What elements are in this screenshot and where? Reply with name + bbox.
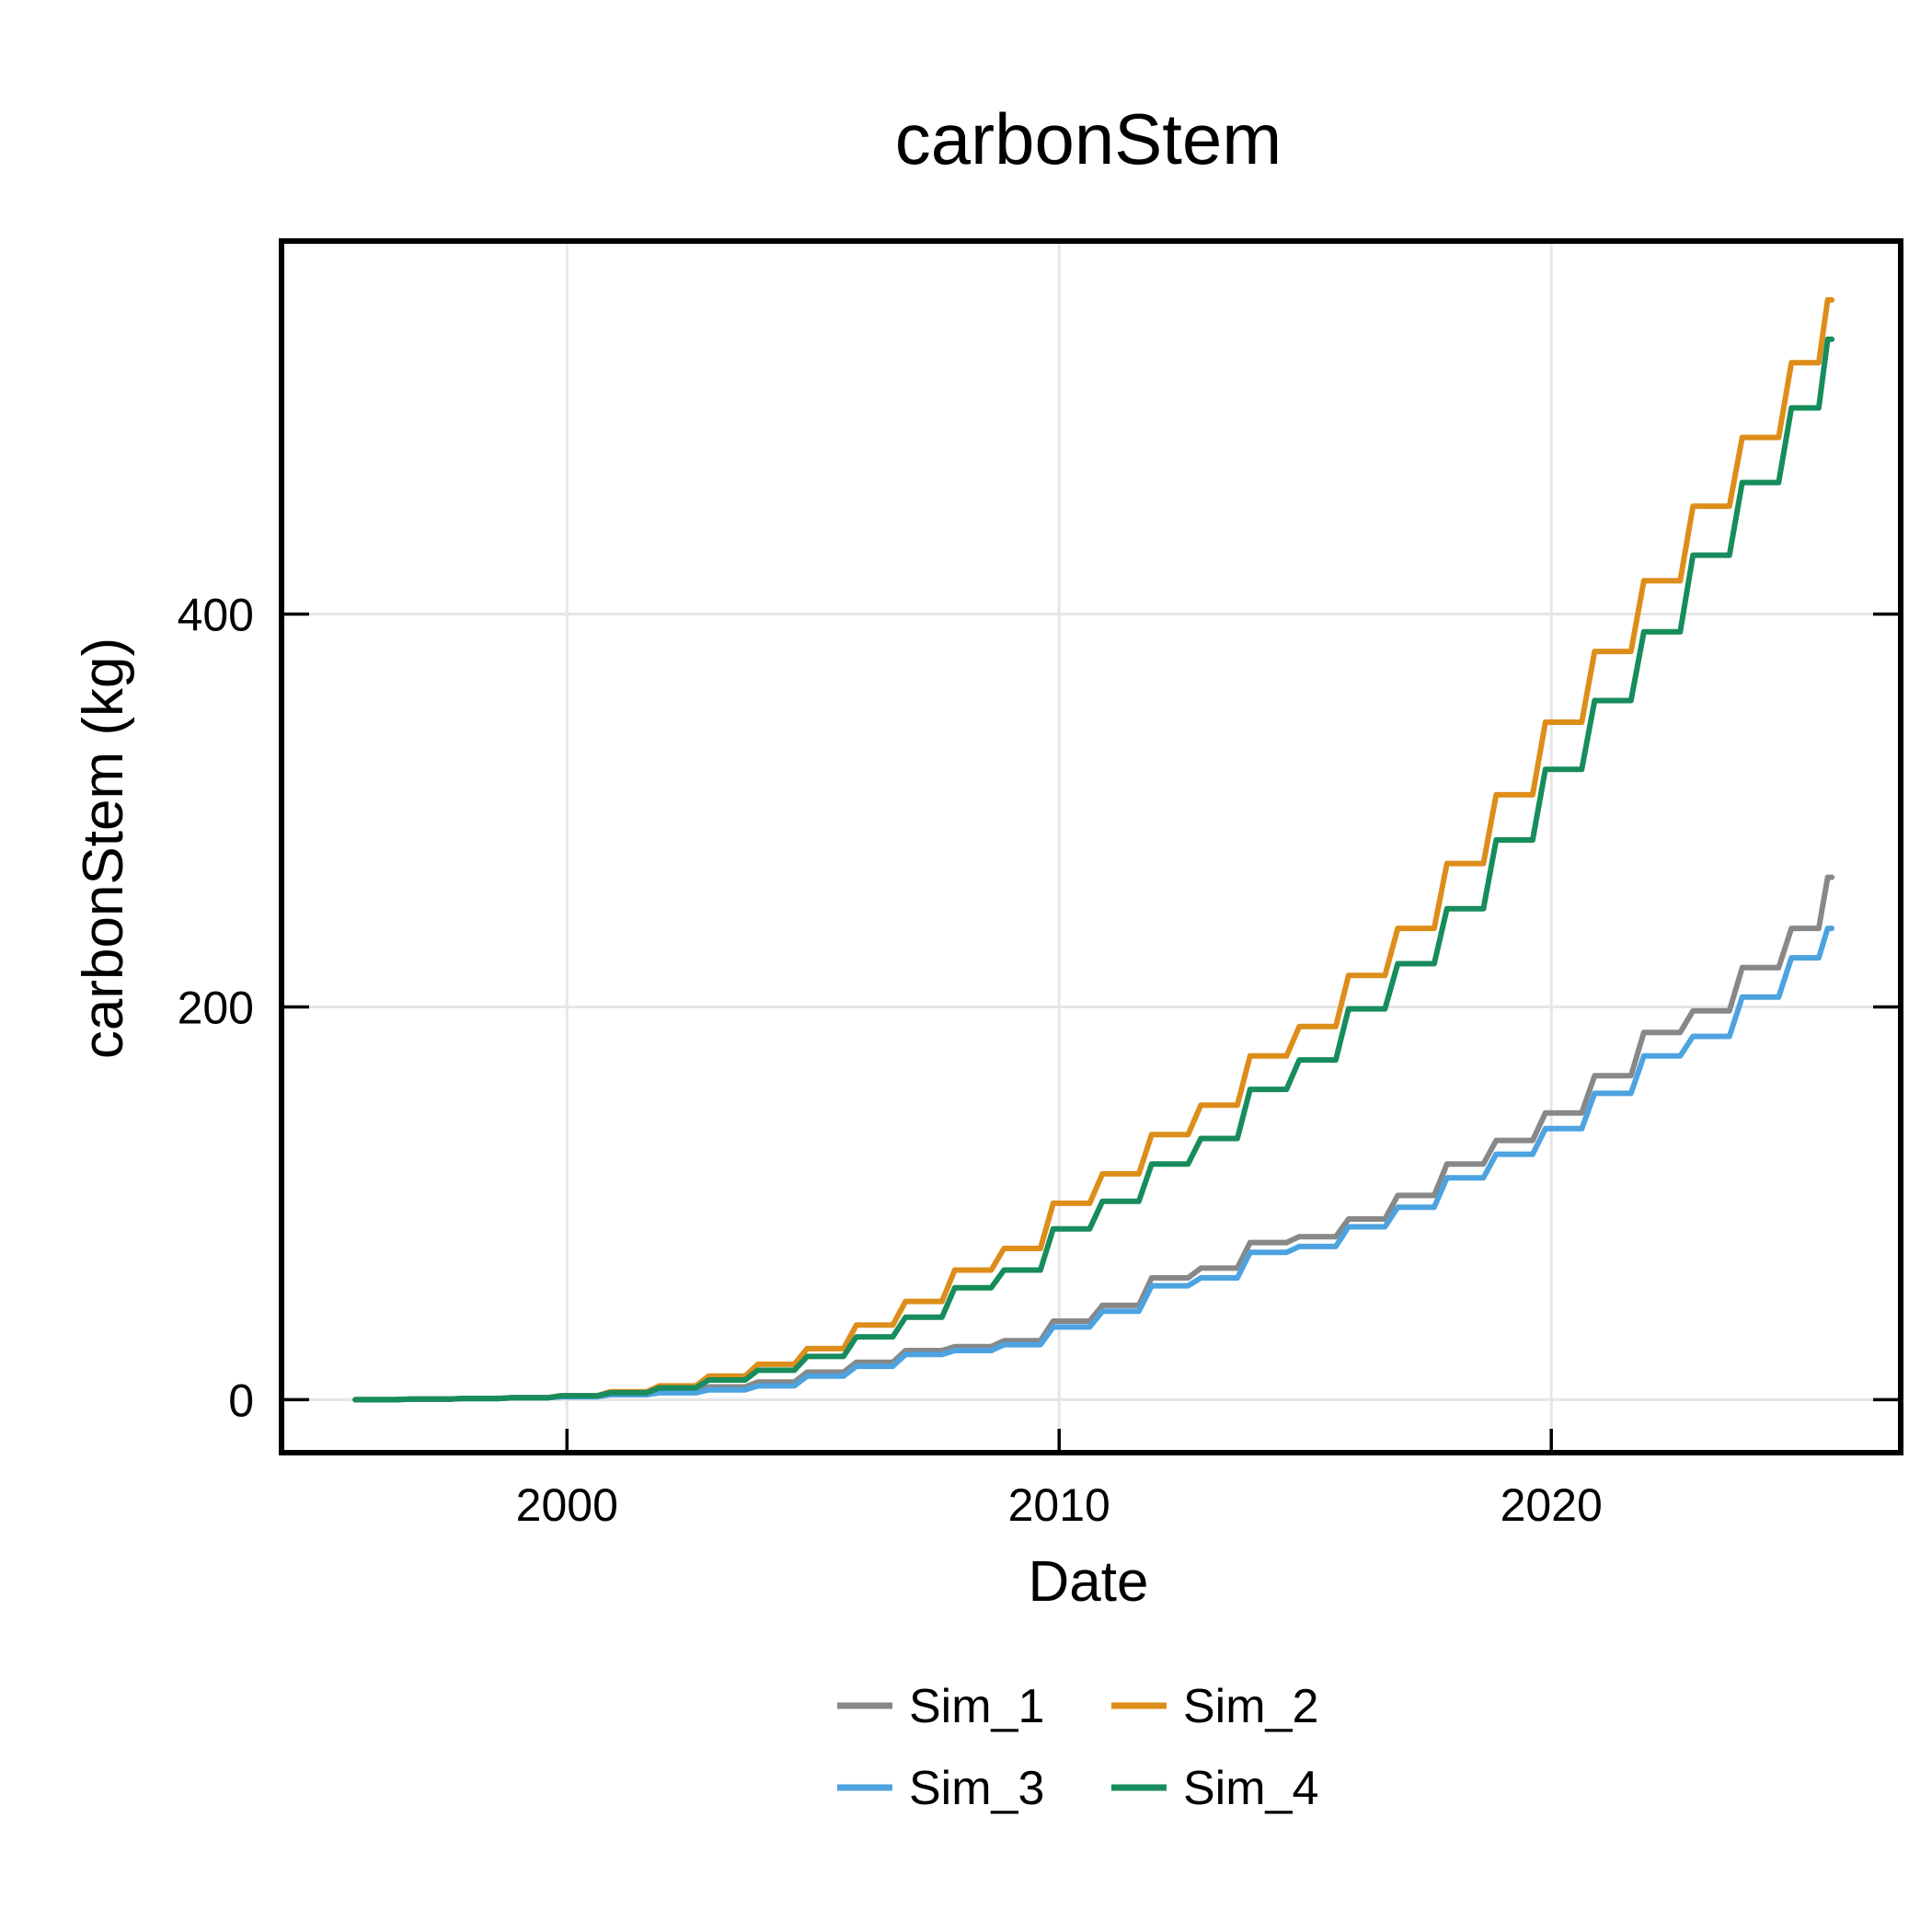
- ticks: 2000 2010 2020 0 200 400: [178, 590, 1901, 1531]
- legend-label: Sim_1: [909, 1680, 1044, 1733]
- legend-label: Sim_4: [1183, 1762, 1318, 1815]
- y-tick-label-0: 0: [228, 1374, 254, 1426]
- grid: [282, 241, 1901, 1453]
- plot-frame: [279, 238, 1903, 1455]
- legend-item-sim-1: Sim_1: [837, 1680, 1044, 1733]
- series-line-sim-2: [352, 297, 1835, 1403]
- series-line-sim-4: [352, 336, 1835, 1403]
- y-tick-label-1: 200: [178, 982, 254, 1033]
- series-line-sim-3: [352, 926, 1835, 1403]
- chart-title: carbonStem: [895, 98, 1282, 179]
- legend-item-sim-4: Sim_4: [1111, 1762, 1318, 1815]
- legend-label: Sim_2: [1183, 1680, 1318, 1733]
- y-tick-label-2: 400: [178, 590, 254, 641]
- legend-item-sim-2: Sim_2: [1111, 1680, 1318, 1733]
- legend-item-sim-3: Sim_3: [837, 1762, 1044, 1815]
- x-tick-label-0: 2000: [516, 1479, 618, 1531]
- x-tick-label-2: 2020: [1501, 1479, 1603, 1531]
- series-layer: [352, 297, 1835, 1403]
- x-axis-title: Date: [1029, 1550, 1149, 1614]
- legend-label: Sim_3: [909, 1762, 1044, 1815]
- x-tick-label-1: 2010: [1008, 1479, 1110, 1531]
- y-axis-title: carbonStem (kg): [72, 638, 135, 1059]
- legend: Sim_1 Sim_2 Sim_3 Sim_4: [837, 1680, 1318, 1815]
